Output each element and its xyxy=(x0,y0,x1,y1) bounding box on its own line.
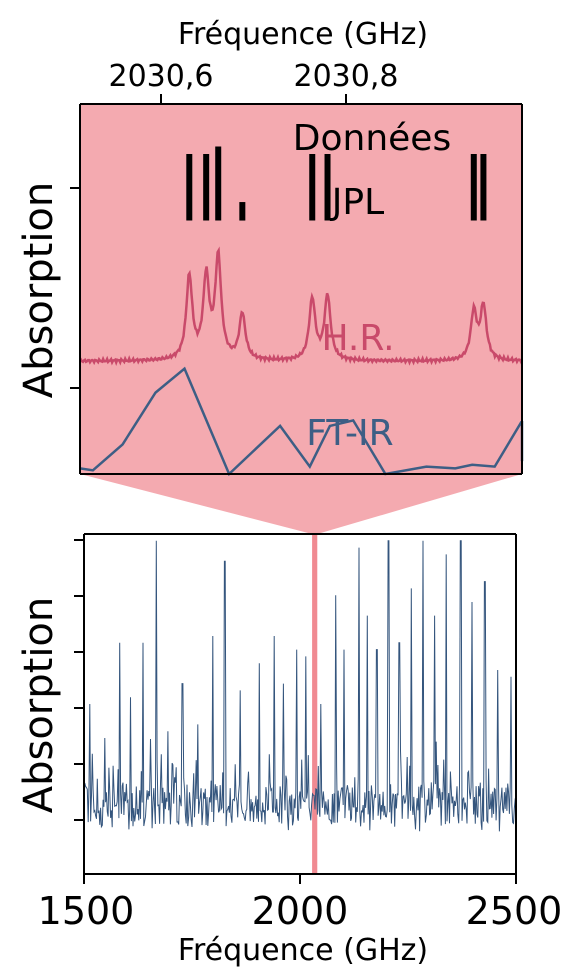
zoom-xlabel: Fréquence (GHz) xyxy=(178,17,428,52)
annotation-jpl: JPL xyxy=(330,182,384,223)
spectrum-xtick-label-2: 2000 xyxy=(252,889,349,933)
jpl-lines xyxy=(186,146,487,221)
spectrum-ylabel: Absorption xyxy=(16,597,62,814)
annotation-hr: H.R. xyxy=(321,318,394,359)
spectrum-xtick-label-1: 1500 xyxy=(38,889,135,933)
zoom-xtick-label-2: 2030,8 xyxy=(294,59,399,94)
full-spectrum-panel: 1500 2000 2500 Fréquence (GHz) Absorptio… xyxy=(16,533,563,968)
highlight-band xyxy=(312,534,318,874)
spectrum-xlabel: Fréquence (GHz) xyxy=(178,933,428,968)
hr-series-line xyxy=(79,246,524,366)
zoom-panel: Données JPL H.R. FT-IR 2030,6 2030,8 Fré… xyxy=(16,17,524,477)
zoom-panel-background xyxy=(80,104,522,474)
annotation-donnees: Données xyxy=(293,118,451,159)
annotation-ftir: FT-IR xyxy=(306,413,393,454)
zoom-xtick-label-1: 2030,6 xyxy=(109,59,214,94)
zoom-connector xyxy=(80,474,522,534)
spectrum-yticks xyxy=(74,539,84,821)
spectrum-series-line xyxy=(83,540,517,832)
ftir-series-line xyxy=(79,366,524,477)
zoom-ylabel: Absorption xyxy=(16,182,62,399)
spectrum-xtick-label-3: 2500 xyxy=(466,889,563,933)
